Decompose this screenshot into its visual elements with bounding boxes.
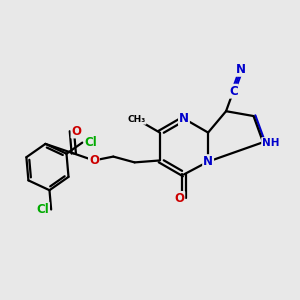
Text: O: O — [174, 192, 184, 205]
Text: Cl: Cl — [36, 203, 49, 216]
Text: N: N — [179, 112, 189, 125]
Text: N: N — [236, 63, 246, 76]
Text: NH: NH — [262, 138, 280, 148]
Text: Cl: Cl — [85, 136, 97, 149]
Text: O: O — [71, 124, 82, 137]
Text: CH₃: CH₃ — [128, 115, 146, 124]
Text: C: C — [229, 85, 238, 98]
Text: O: O — [89, 154, 99, 167]
Text: N: N — [203, 155, 213, 168]
